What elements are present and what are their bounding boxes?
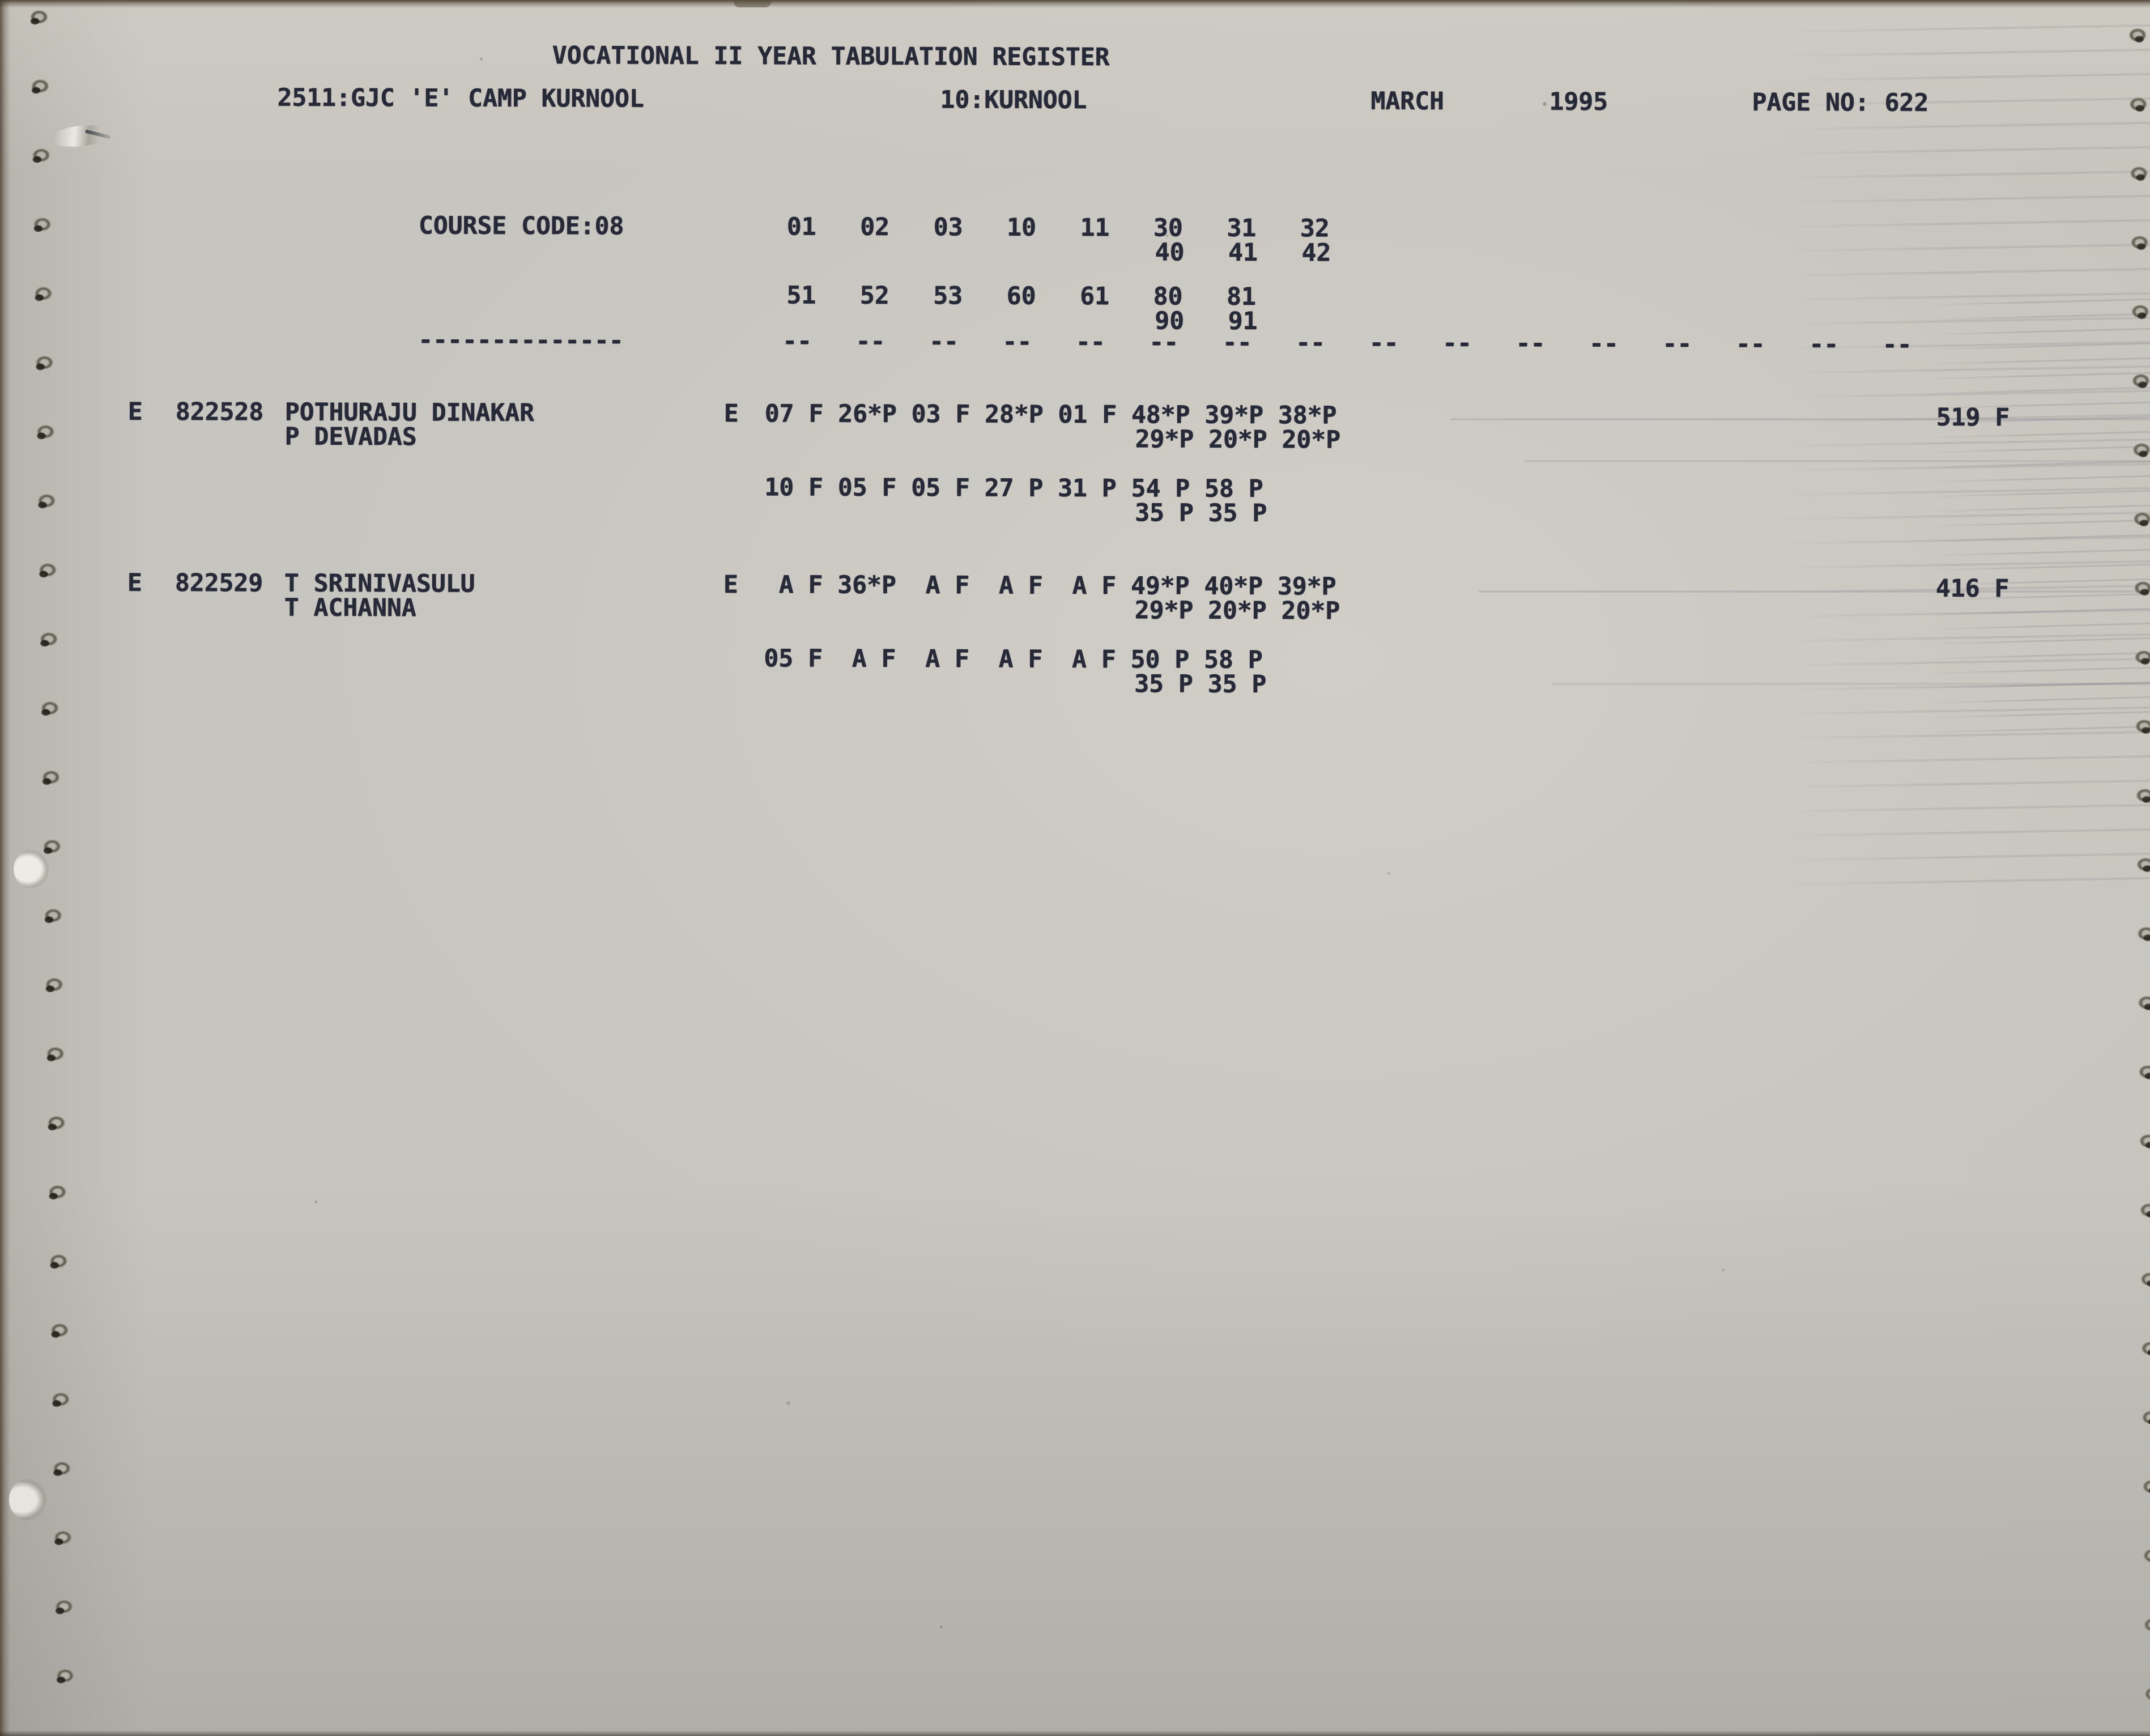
name-column-rule: -------------- bbox=[418, 326, 624, 355]
marks-line-2-cont: 35 P 35 P bbox=[1135, 499, 1267, 528]
student-reg-no: 822528 bbox=[175, 397, 264, 427]
student-name: T SRINIVASULU bbox=[284, 569, 475, 598]
student-total: 416 F bbox=[1935, 574, 2009, 603]
medium-flag: E bbox=[723, 399, 739, 428]
subject-column-rules: -- -- -- -- -- -- -- -- -- -- -- -- -- -… bbox=[782, 327, 1912, 359]
student-name: POTHURAJU DINAKAR bbox=[284, 398, 534, 427]
paper-edge-notch bbox=[734, 0, 771, 7]
student-flag: E bbox=[127, 568, 142, 597]
course-code-label: COURSE CODE:08 bbox=[418, 211, 624, 241]
marks-line-1: 07 F 26*P 03 F 28*P 01 F 48*P 39*P 38*P bbox=[764, 399, 1337, 430]
page-no-label: PAGE NO: bbox=[1752, 88, 1870, 117]
subject-codes-row-1: 01 02 03 10 11 30 31 32 bbox=[786, 212, 1330, 243]
father-name: T ACHANNA bbox=[284, 593, 416, 623]
report-title: VOCATIONAL II YEAR TABULATION REGISTER bbox=[552, 41, 1110, 72]
marks-line-1-cont: 29*P 20*P 20*P bbox=[1134, 596, 1340, 626]
exam-month: MARCH bbox=[1370, 87, 1444, 116]
father-name: P DEVADAS bbox=[284, 422, 417, 452]
student-reg-no: 822529 bbox=[174, 568, 263, 598]
student-flag: E bbox=[127, 397, 143, 426]
marks-line-1: A F 36*P A F A F A F 49*P 40*P 39*P bbox=[764, 571, 1336, 601]
marks-line-2: 10 F 05 F 05 F 27 P 31 P 54 P 58 P bbox=[764, 473, 1263, 504]
marks-line-2: 05 F A F A F A F A F 50 P 58 P bbox=[764, 644, 1263, 675]
paper-top-edge bbox=[0, 0, 2150, 8]
paper-left-edge bbox=[0, 0, 10, 1736]
marks-line-1-cont: 29*P 20*P 20*P bbox=[1135, 425, 1341, 454]
subject-codes-row-2: 51 52 53 60 61 80 81 bbox=[786, 281, 1256, 311]
subject-codes-row-1-cont: 40 41 42 bbox=[1155, 238, 1331, 267]
marks-line-2-cont: 35 P 35 P bbox=[1134, 670, 1267, 699]
page-no-value: 622 bbox=[1884, 88, 1929, 117]
paper-bottom-edge bbox=[0, 1730, 2150, 1736]
exam-year: 1995 bbox=[1549, 87, 1608, 116]
student-total: 519 F bbox=[1936, 403, 2010, 432]
college-code-name: 2511:GJC 'E' CAMP KURNOOL bbox=[277, 83, 644, 113]
medium-flag: E bbox=[723, 571, 738, 599]
district-code-name: 10:KURNOOL bbox=[940, 86, 1087, 115]
